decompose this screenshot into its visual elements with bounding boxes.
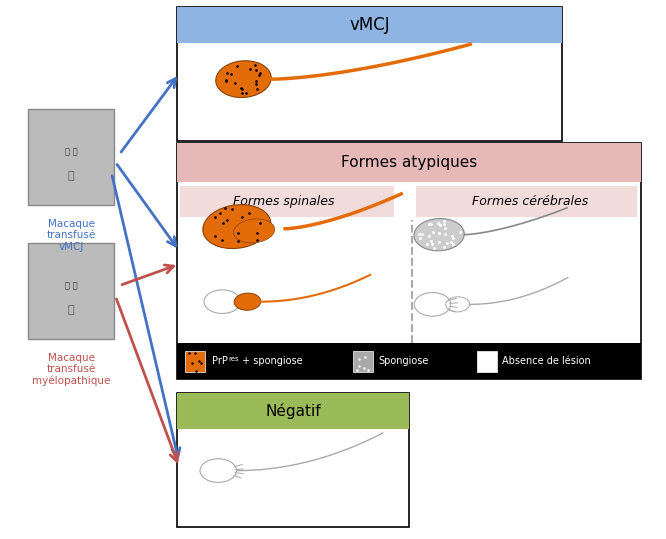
Bar <box>185 351 205 372</box>
Text: Macaque
transfusé
vMCJ: Macaque transfusé vMCJ <box>47 218 96 252</box>
Text: Absence de lésion: Absence de lésion <box>502 356 591 366</box>
Text: Formes atypiques: Formes atypiques <box>341 155 478 170</box>
Text: + spongiose: + spongiose <box>240 356 303 366</box>
Ellipse shape <box>234 219 274 243</box>
Bar <box>177 7 562 43</box>
Text: res: res <box>228 356 239 362</box>
Bar <box>28 109 114 205</box>
Bar <box>177 393 410 429</box>
Text: Macaque
transfusé
myélopathique: Macaque transfusé myélopathique <box>32 353 110 386</box>
Text: PrP: PrP <box>212 356 228 366</box>
Bar <box>177 143 641 182</box>
Ellipse shape <box>203 205 271 248</box>
Bar <box>177 7 562 141</box>
Ellipse shape <box>234 293 260 310</box>
Bar <box>180 186 394 217</box>
Bar <box>177 343 641 379</box>
Text: Négatif: Négatif <box>265 403 321 419</box>
Bar <box>416 186 637 217</box>
Text: Formes cérébrales: Formes cérébrales <box>472 196 588 209</box>
Text: Spongiose: Spongiose <box>378 356 428 366</box>
Ellipse shape <box>414 218 464 251</box>
Ellipse shape <box>216 61 271 98</box>
Text: Formes spinales: Formes spinales <box>233 196 335 209</box>
Text: 👁 👁: 👁 👁 <box>65 148 77 156</box>
Bar <box>28 243 114 339</box>
Bar <box>477 351 497 372</box>
Text: ⌣: ⌣ <box>68 305 75 315</box>
Text: ⌣: ⌣ <box>68 171 75 181</box>
Bar <box>177 393 410 527</box>
Bar <box>353 351 373 372</box>
Text: vMCJ: vMCJ <box>349 16 390 34</box>
Text: 👁 👁: 👁 👁 <box>65 281 77 291</box>
Bar <box>177 143 641 379</box>
